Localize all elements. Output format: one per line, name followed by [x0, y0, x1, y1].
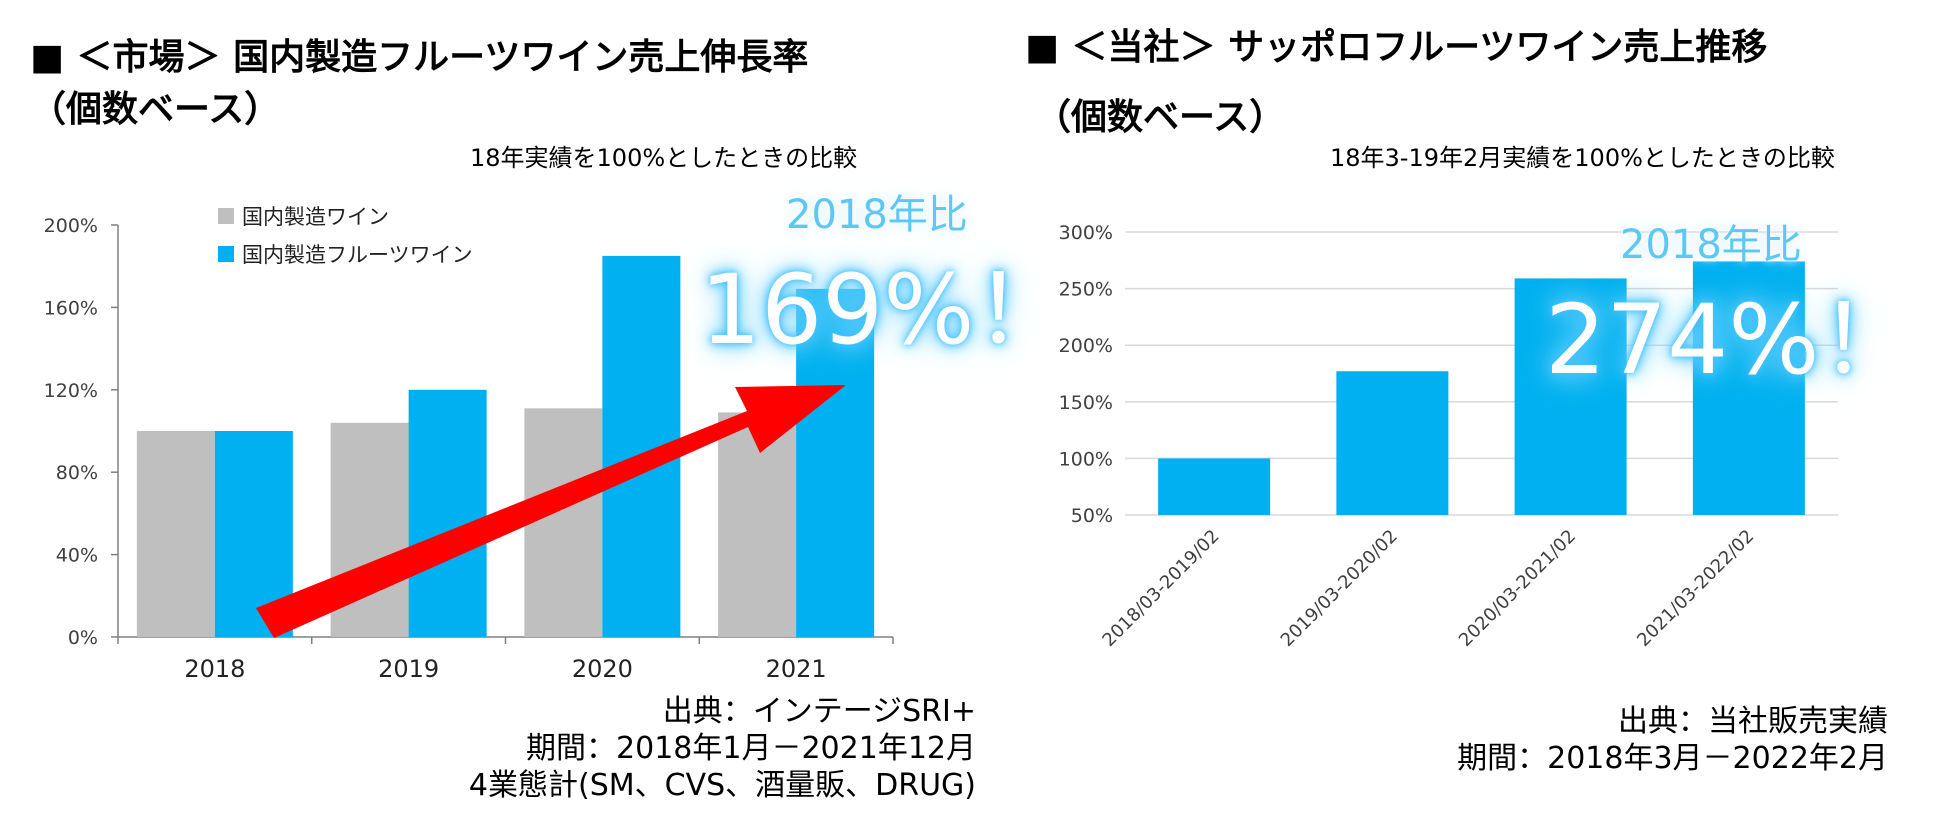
y-tick-label: 50%: [1071, 505, 1113, 527]
legend-swatch: [218, 246, 234, 262]
y-tick-label: 200%: [1059, 335, 1113, 357]
left-source: 出典：インテージSRI+ 期間：2018年1月－2021年12月 4業態計(SM…: [469, 693, 976, 804]
bar-domestic-wine: [136, 431, 215, 637]
x-tick-label: 2018: [184, 655, 245, 683]
y-tick-label: 200%: [44, 215, 98, 237]
left-highlight-value: 169%！: [700, 254, 1071, 366]
y-tick-label: 120%: [44, 380, 98, 402]
x-tick-label: 2021/03-2022/02: [1633, 526, 1758, 651]
bar-domestic-wine: [524, 408, 603, 637]
left-title: ■ ＜市場＞ 国内製造フルーツワイン売上伸長率: [30, 37, 809, 78]
right-chart: 50% 100% 150% 200% 250% 300% 2018/03-2019/02 20…: [1059, 222, 1838, 651]
x-tick-label: 2020: [572, 655, 633, 683]
legend-label: 国内製造ワイン: [242, 205, 389, 229]
bar-sapporo-fruit-wine: [1692, 261, 1805, 515]
x-tick-label: 2021: [766, 655, 827, 683]
x-tick-label: 2019: [378, 655, 439, 683]
x-tick-label: 2019/03-2020/02: [1277, 526, 1402, 651]
bar-sapporo-fruit-wine: [1158, 458, 1271, 515]
right-source: 出典：当社販売実績 期間：2018年3月－2022年2月: [1457, 703, 1888, 777]
x-tick-label: 2020/03-2021/02: [1455, 526, 1580, 651]
y-tick-label: 300%: [1059, 222, 1113, 244]
trend-arrow: [256, 385, 846, 638]
y-tick-label: 250%: [1059, 279, 1113, 301]
y-tick-label: 0%: [68, 627, 98, 649]
right-title: ■ ＜当社＞ サッポロフルーツワイン売上推移: [1025, 27, 1768, 68]
bar-domestic-wine: [718, 412, 797, 637]
y-tick-label: 150%: [1059, 392, 1113, 414]
right-highlight-value: 274%！: [1545, 284, 1916, 396]
right-source-line: 期間：2018年3月－2022年2月: [1457, 741, 1888, 776]
right-highlight-label: 2018年比: [1620, 222, 1802, 268]
y-tick-label: 40%: [56, 545, 98, 567]
bar-domestic-fruit-wine: [408, 389, 487, 637]
y-tick-label: 80%: [56, 462, 98, 484]
left-chart: 0% 40% 80% 120% 160% 200% 2018 2019 2020 2021 国内製造…: [44, 205, 894, 683]
right-note: 18年3-19年2月実績を100%としたときの比較: [1330, 144, 1835, 172]
left-note: 18年実績を100%としたときの比較: [470, 144, 858, 172]
right-source-line: 出典：当社販売実績: [1618, 704, 1888, 739]
right-subtitle: （個数ベース）: [1035, 97, 1286, 138]
left-highlight-label: 2018年比: [786, 192, 968, 238]
y-tick-label: 160%: [44, 297, 98, 319]
left-source-line: 出典：インテージSRI+: [662, 694, 976, 729]
left-subtitle: （個数ベース）: [30, 89, 281, 130]
legend-label: 国内製造フルーツワイン: [242, 243, 473, 267]
left-source-line: 4業態計(SM、CVS、酒量販、DRUG): [468, 768, 976, 803]
bar-domestic-fruit-wine: [796, 288, 875, 637]
left-source-line: 期間：2018年1月－2021年12月: [526, 731, 976, 766]
x-tick-label: 2018/03-2019/02: [1098, 526, 1223, 651]
y-tick-label: 100%: [1059, 448, 1113, 470]
bar-sapporo-fruit-wine: [1336, 371, 1449, 515]
bar-sapporo-fruit-wine: [1514, 278, 1627, 515]
legend-swatch: [218, 208, 234, 224]
